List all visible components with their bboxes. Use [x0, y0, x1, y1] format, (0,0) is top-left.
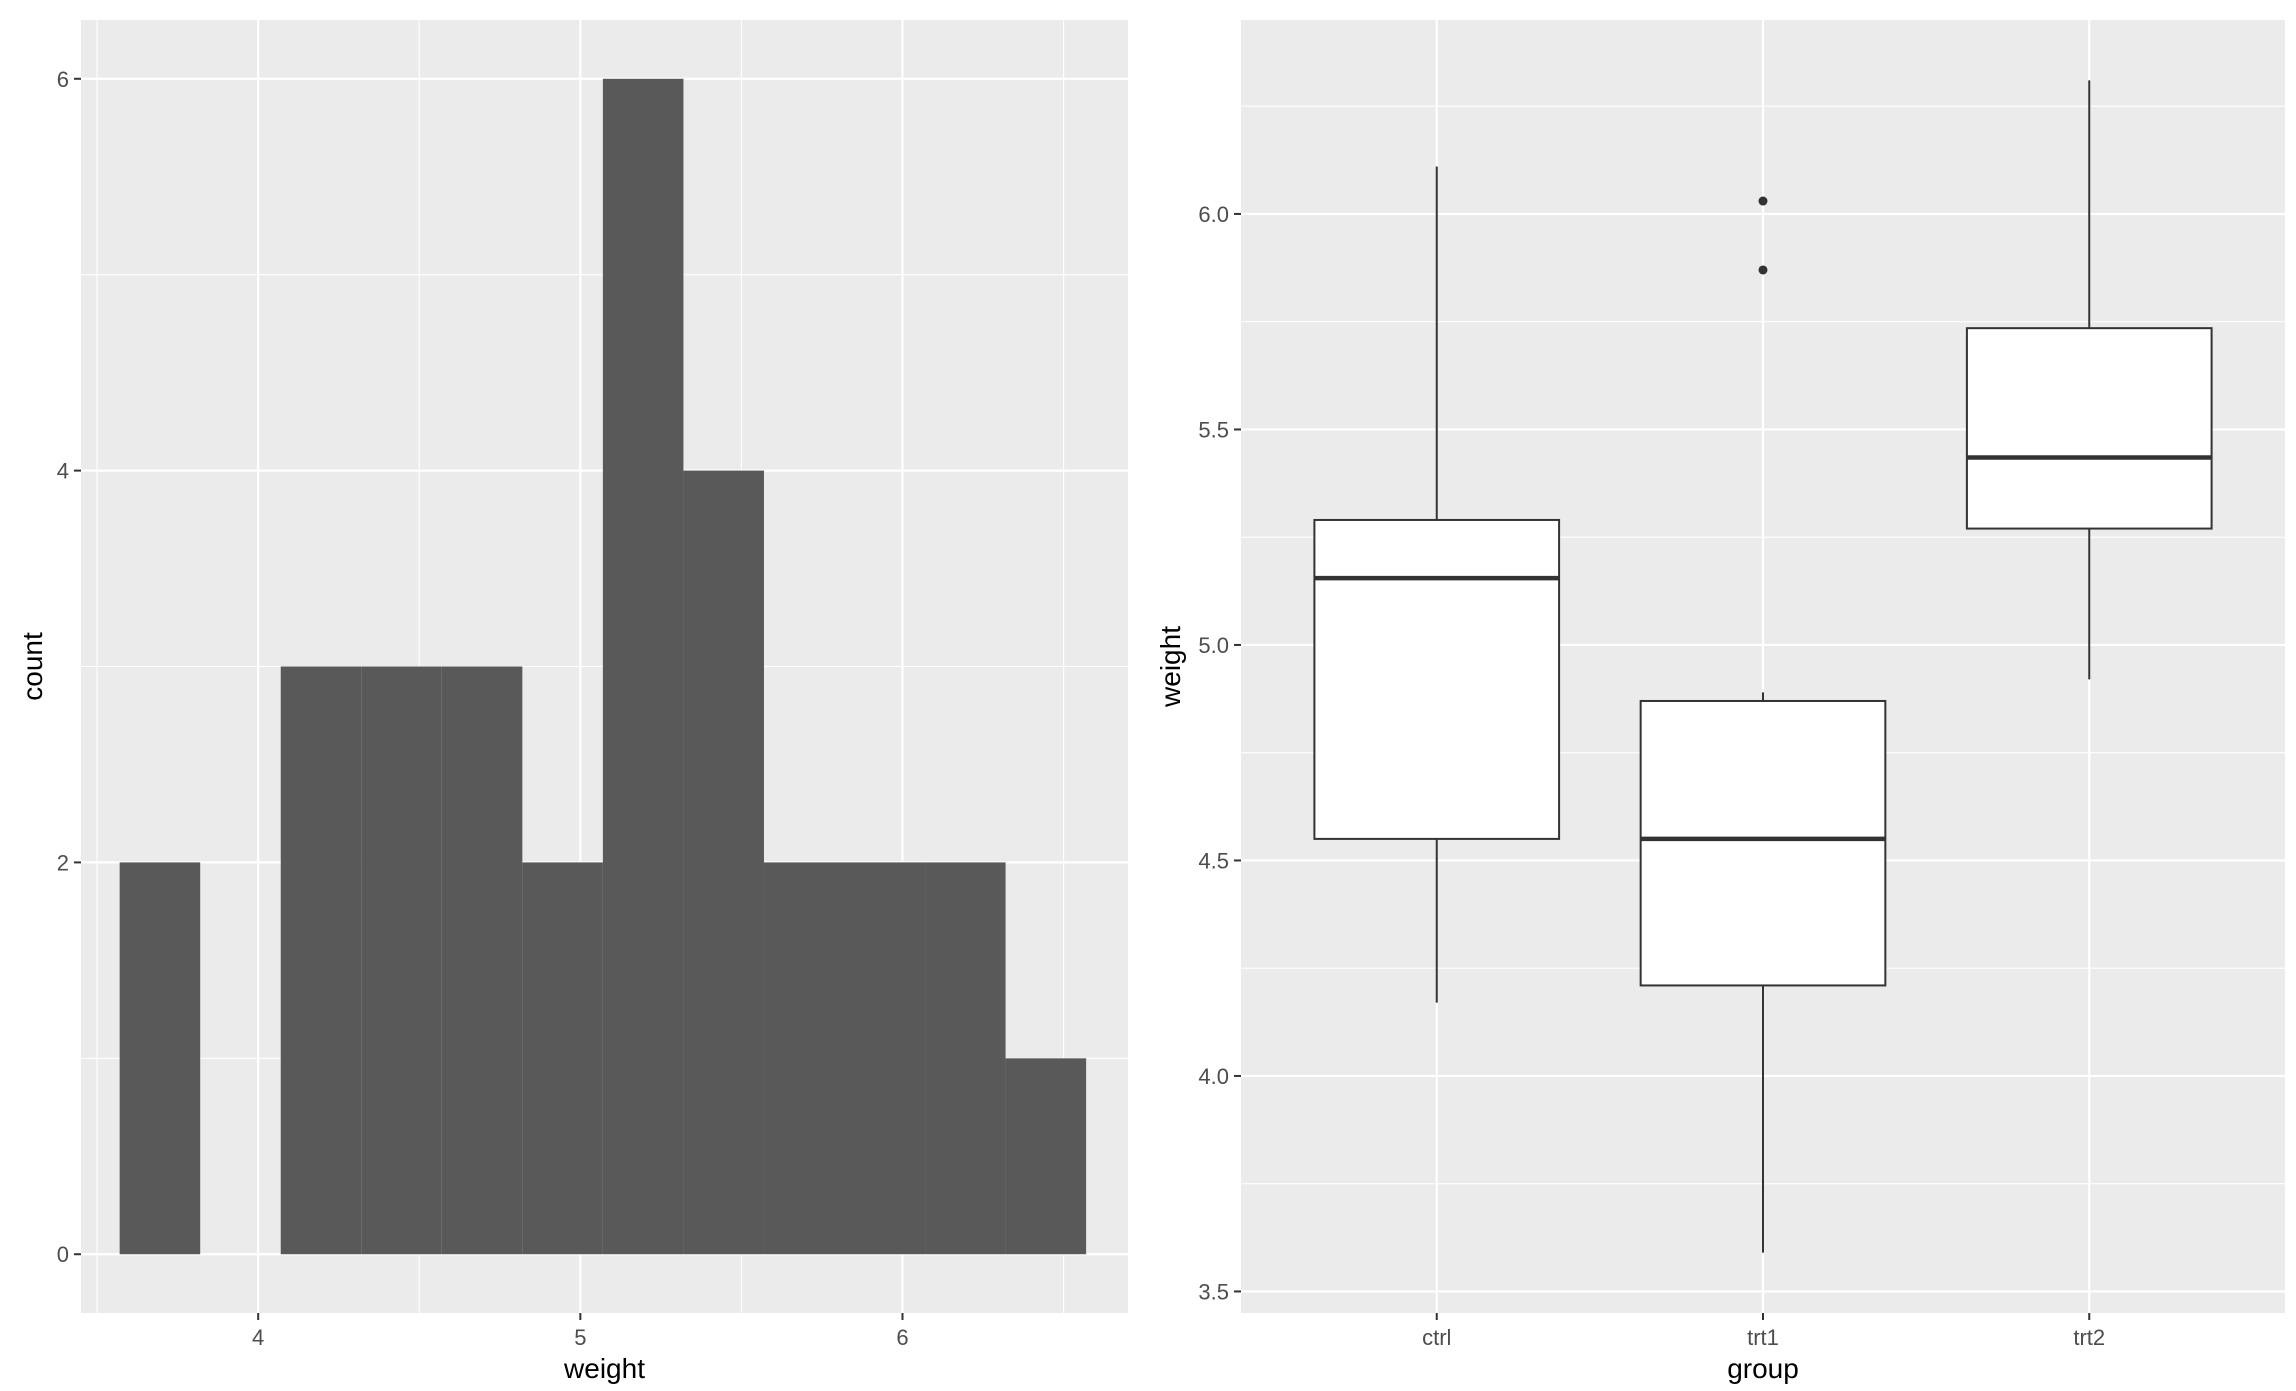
- histogram-bar: [280, 666, 362, 1255]
- x-tick-label: 5: [574, 1325, 586, 1350]
- x-tick-label: trt1: [1747, 1325, 1779, 1350]
- histogram-bar: [1005, 1058, 1087, 1255]
- histogram-ticks: 4 5 6 0 2 4 6: [57, 67, 909, 1350]
- outlier-point: [1758, 196, 1768, 206]
- histogram-bar: [441, 666, 523, 1255]
- y-tick-label: 0: [57, 1242, 69, 1267]
- histogram-bar: [522, 862, 603, 1255]
- histogram-bar: [119, 862, 201, 1255]
- outlier-point: [1758, 265, 1768, 275]
- y-tick-label: 4: [57, 459, 69, 484]
- boxplot-x-axis-title: group: [1727, 1353, 1799, 1384]
- x-tick-label: trt2: [2073, 1325, 2105, 1350]
- x-tick-label: 6: [896, 1325, 908, 1350]
- box-iqr: [1313, 518, 1561, 840]
- boxplot-y-axis-title: weight: [1155, 626, 1186, 708]
- boxplot-boxes: [1313, 80, 2213, 1253]
- x-tick-label: 4: [252, 1325, 264, 1350]
- boxplot-panel: ctrl trt1 trt2 3.5 4.0 4.5 5.0 5.5 6.0 group wei…: [1155, 20, 2285, 1384]
- histogram-bar: [361, 666, 442, 1255]
- histogram-panel: 4 5 6 0 2 4 6 weight count: [17, 20, 1128, 1384]
- histogram-y-axis-title: count: [17, 632, 48, 701]
- histogram-x-axis-title: weight: [563, 1353, 645, 1384]
- y-tick-label: 6: [57, 67, 69, 92]
- y-tick-label: 3.5: [1198, 1279, 1229, 1304]
- histogram-bar: [602, 78, 684, 1255]
- histogram-bars: [119, 78, 1087, 1255]
- y-tick-label: 2: [57, 850, 69, 875]
- y-tick-label: 5.5: [1198, 417, 1229, 442]
- y-tick-label: 6.0: [1198, 202, 1229, 227]
- histogram-bar: [925, 862, 1006, 1255]
- y-tick-label: 4.5: [1198, 848, 1229, 873]
- y-tick-label: 5.0: [1198, 633, 1229, 658]
- histogram-bar: [683, 470, 764, 1255]
- histogram-bar: [844, 862, 926, 1255]
- x-tick-label: ctrl: [1422, 1325, 1451, 1350]
- box-iqr: [1639, 699, 1887, 987]
- box-iqr: [1965, 327, 2213, 530]
- boxplot-ticks: ctrl trt1 trt2 3.5 4.0 4.5 5.0 5.5 6.0: [1198, 202, 2105, 1350]
- y-tick-label: 4.0: [1198, 1064, 1229, 1089]
- histogram-bar: [763, 862, 845, 1255]
